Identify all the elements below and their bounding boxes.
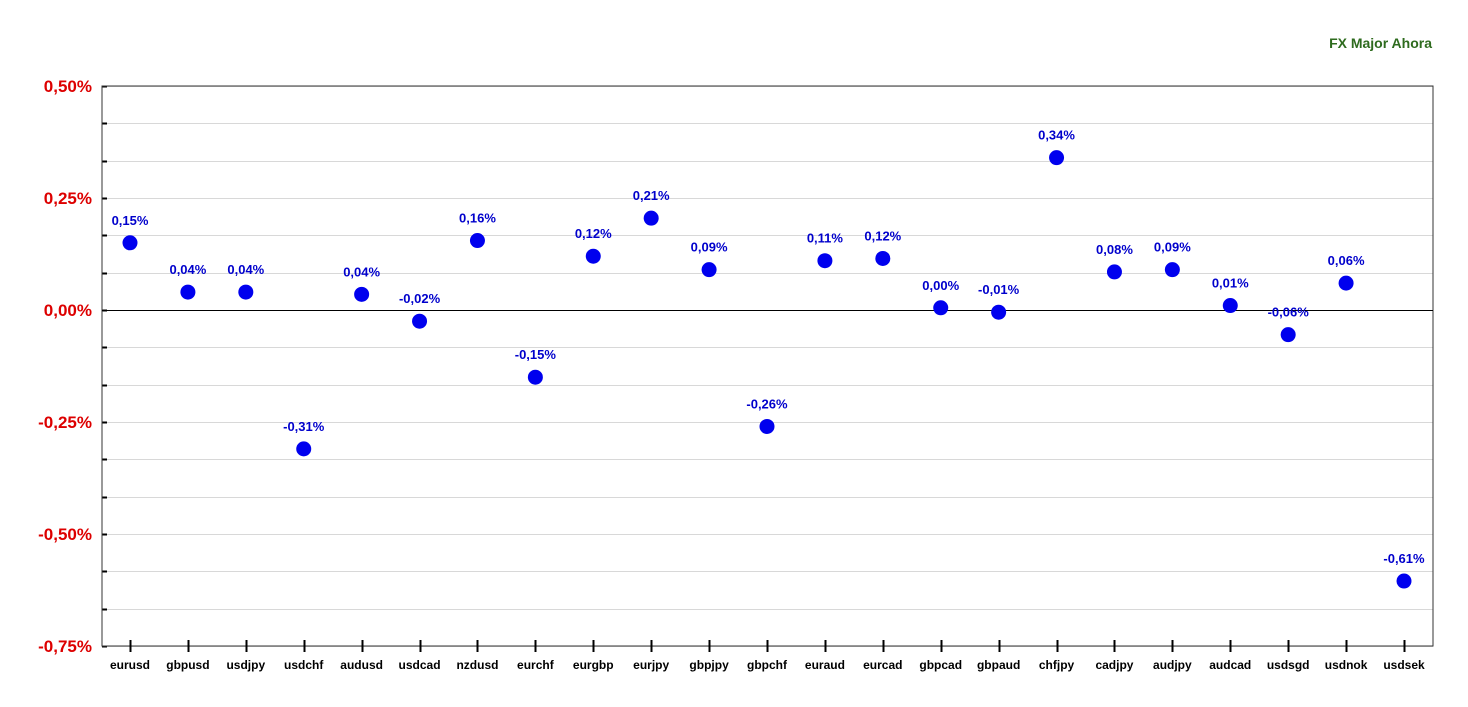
data-label: 0,06% [1328, 253, 1365, 268]
x-tick-label: usdcad [399, 658, 441, 672]
x-tick-label: usdnok [1325, 658, 1368, 672]
x-tick-label: cadjpy [1095, 658, 1133, 672]
data-point [354, 286, 370, 302]
data-label: 0,04% [343, 264, 380, 279]
x-tick-label: usdjpy [226, 658, 265, 672]
y-tick-label: -0,25% [38, 413, 92, 432]
data-label: 0,16% [459, 211, 496, 226]
data-point [180, 284, 196, 300]
x-tick-label: nzdusd [456, 658, 498, 672]
data-label: -0,02% [399, 291, 441, 306]
plot-area [101, 85, 1434, 647]
x-tick-label: usdchf [284, 658, 324, 672]
x-tick-label: usdsek [1383, 658, 1425, 672]
data-label: -0,06% [1268, 305, 1310, 320]
data-label: 0,01% [1212, 276, 1249, 291]
data-point [1222, 298, 1238, 314]
data-point [1338, 275, 1354, 291]
data-label: 0,09% [1154, 240, 1191, 255]
data-label: 0,15% [112, 213, 149, 228]
data-label: 0,08% [1096, 242, 1133, 257]
y-tick-label: -0,75% [38, 637, 92, 656]
x-tick-label: usdsgd [1267, 658, 1310, 672]
x-tick-label: gbpusd [166, 658, 209, 672]
x-tick-label: euraud [805, 658, 845, 672]
data-label: 0,04% [169, 262, 206, 277]
data-label: -0,01% [978, 282, 1020, 297]
data-point [817, 253, 833, 269]
y-tick-label: 0,25% [44, 189, 92, 208]
data-label: 0,00% [922, 278, 959, 293]
data-labels: 0,15% 0,04% 0,04% -0,31% 0,04% -0,02% 0,16% -0,… [112, 128, 1425, 566]
data-point [296, 441, 312, 457]
x-tick-label: gbpchf [747, 658, 788, 672]
data-point [1396, 573, 1412, 589]
data-label: -0,61% [1383, 551, 1425, 566]
data-point [1280, 327, 1296, 343]
data-label: 0,04% [227, 262, 264, 277]
data-point [585, 248, 601, 264]
x-tick-label: gbpcad [919, 658, 962, 672]
data-label: 0,12% [575, 226, 612, 241]
data-point [1106, 264, 1122, 280]
data-point [469, 233, 485, 249]
x-tick-label: audusd [340, 658, 383, 672]
data-label: 0,34% [1038, 128, 1075, 143]
x-tick-label: audjpy [1153, 658, 1192, 672]
data-point [643, 210, 659, 226]
y-tick-label: 0,50% [44, 77, 92, 96]
data-point [1164, 262, 1180, 278]
data-point [933, 300, 949, 316]
y-axis: 0,50% 0,25% 0,00% -0,25% -0,50% -0,75% [38, 77, 92, 656]
x-tick-label: gbpaud [977, 658, 1020, 672]
data-point [527, 369, 543, 385]
data-point [1049, 150, 1065, 166]
data-label: -0,31% [283, 419, 325, 434]
data-point [759, 418, 775, 434]
data-label: -0,26% [746, 396, 788, 411]
x-tick-label: eurchf [517, 658, 555, 672]
data-label: 0,12% [864, 228, 901, 243]
y-tick-label: -0,50% [38, 525, 92, 544]
chart-title: FX Major Ahora [1329, 35, 1432, 51]
x-axis: eurusd gbpusd usdjpy usdchf audusd usdcad nzdu… [110, 640, 1425, 672]
data-points [122, 150, 1412, 589]
data-point [238, 284, 254, 300]
y-tick-label: 0,00% [44, 301, 92, 320]
grid-lines [102, 85, 1433, 648]
data-point [701, 262, 717, 278]
data-label: 0,09% [691, 240, 728, 255]
x-tick-label: gbpjpy [689, 658, 729, 672]
data-point [122, 235, 138, 251]
x-tick-label: eurcad [863, 658, 902, 672]
x-tick-label: chfjpy [1039, 658, 1075, 672]
data-label: 0,11% [807, 231, 844, 246]
data-label: -0,15% [515, 347, 557, 362]
x-tick-label: eurjpy [633, 658, 669, 672]
x-tick-label: eurgbp [573, 658, 614, 672]
data-label: 0,21% [633, 188, 670, 203]
x-tick-label: eurusd [110, 658, 150, 672]
data-point [875, 250, 891, 266]
data-point [412, 313, 428, 329]
data-point [991, 304, 1007, 320]
x-tick-label: audcad [1209, 658, 1251, 672]
